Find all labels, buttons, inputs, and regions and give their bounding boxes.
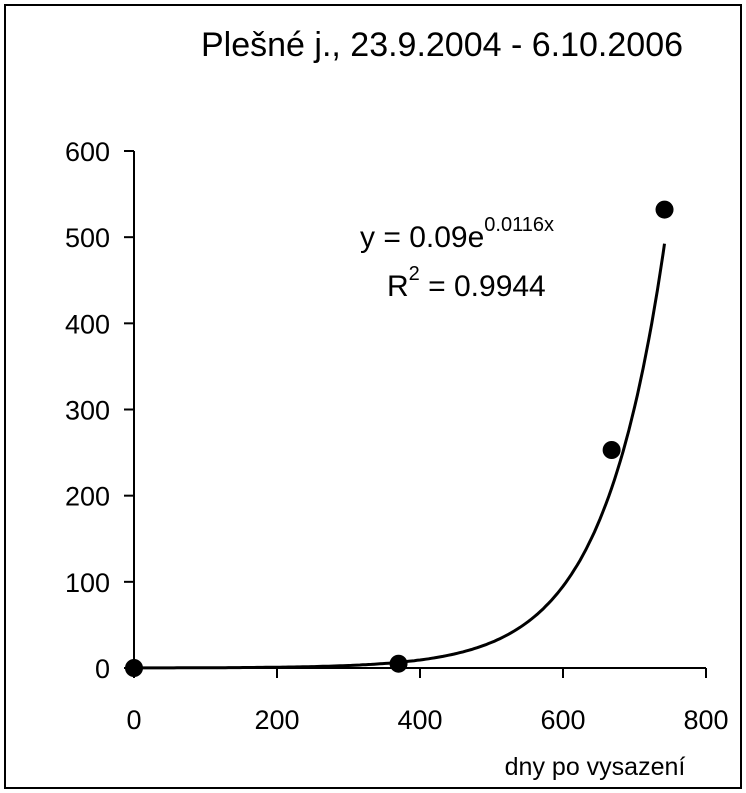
r2-letter: R: [387, 270, 409, 303]
data-point: [389, 654, 408, 673]
chart-title: Plešné j., 23.9.2004 - 6.10.2006: [201, 26, 683, 64]
y-tick-label: 400: [65, 309, 110, 339]
r2-value: = 0.9944: [420, 270, 546, 303]
y-ticks: 0 100 200 300 400 500 600: [65, 137, 134, 684]
x-axis-label: dny po vysazení: [505, 753, 686, 781]
trendline-equation: y = 0.09e0.0116x: [360, 214, 554, 254]
y-tick-label: 200: [65, 482, 110, 512]
x-tick-label: 800: [683, 705, 728, 735]
r2-superscript: 2: [409, 263, 420, 285]
chart-frame: [4, 4, 742, 789]
x-tick-label: 0: [126, 705, 141, 735]
x-tick-label: 200: [254, 705, 299, 735]
x-ticks: 0 200 400 600 800: [126, 668, 729, 735]
y-tick-label: 600: [65, 137, 110, 167]
y-tick-label: 300: [65, 396, 110, 426]
plot-area: 0 100 200 300 400 500 600 0 200 400 600 800: [65, 137, 729, 735]
data-point: [655, 200, 674, 219]
x-tick-label: 400: [397, 705, 442, 735]
trendline: [134, 243, 666, 670]
y-tick-label: 500: [65, 223, 110, 253]
x-tick-label: 600: [540, 705, 585, 735]
equation-exponent: 0.0116x: [484, 214, 554, 236]
equation-base: y = 0.09e: [360, 221, 484, 254]
data-points: [125, 200, 674, 677]
data-point: [602, 440, 621, 459]
r-squared-label: R2 = 0.9944: [387, 263, 546, 303]
y-tick-label: 100: [65, 568, 110, 598]
y-tick-label: 0: [95, 654, 110, 684]
data-point: [125, 659, 143, 677]
